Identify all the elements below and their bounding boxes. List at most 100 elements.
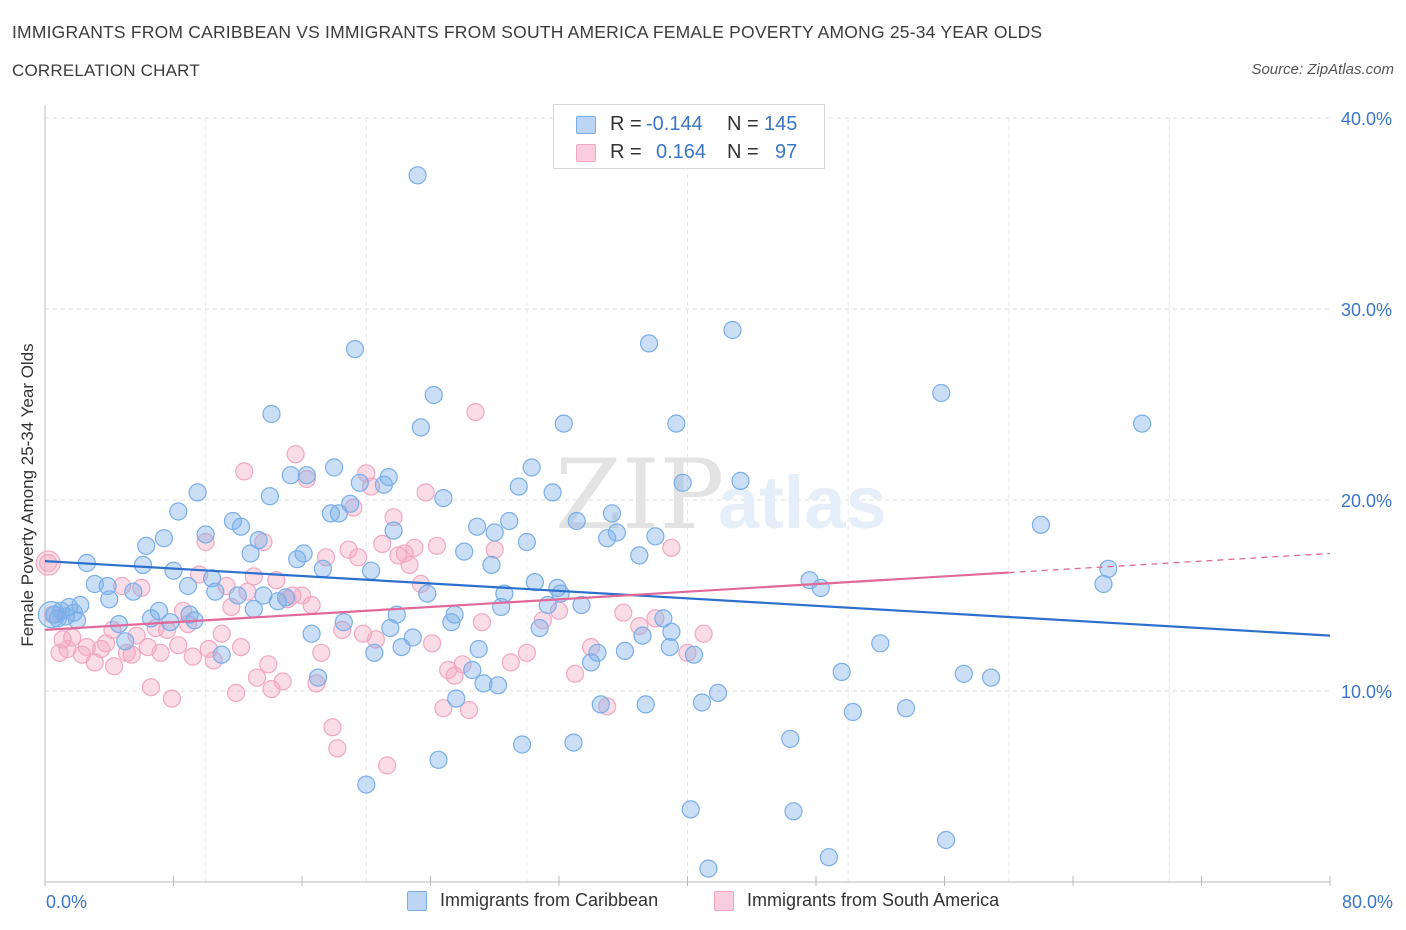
south-america-point (273, 672, 292, 691)
caribbean-point (180, 605, 199, 624)
caribbean-point (981, 668, 1001, 687)
caribbean-point (602, 504, 622, 523)
south-america-point (104, 657, 124, 676)
south-america-point (565, 664, 585, 683)
south-america-point (267, 571, 286, 590)
caribbean-point (228, 586, 247, 605)
caribbean-point (630, 546, 649, 565)
caribbean-point (567, 511, 586, 531)
caribbean-point (598, 529, 617, 548)
caribbean-point (325, 458, 344, 477)
caribbean-point (334, 613, 353, 632)
caribbean-point (98, 576, 117, 596)
caribbean-point (345, 340, 365, 359)
south-america-point (662, 538, 681, 557)
south-america-point (169, 636, 188, 655)
caribbean-point (607, 523, 626, 542)
south-america-point (328, 739, 347, 758)
caribbean-point (588, 643, 607, 662)
south-america-point (292, 586, 312, 605)
caribbean-point (474, 674, 493, 693)
caribbean-point (543, 483, 562, 502)
south-america-point (231, 637, 251, 657)
n-label: N = (727, 141, 759, 163)
caribbean-point (781, 729, 800, 748)
south-america-point (485, 540, 504, 559)
caribbean-point (133, 555, 153, 575)
caribbean-point (350, 473, 369, 492)
south-america-point (423, 634, 442, 653)
caribbean-point (249, 530, 268, 550)
south-america-point (453, 655, 472, 674)
caribbean-point (525, 572, 545, 592)
n-value-caribbean: 145 (764, 113, 798, 135)
caribbean-point (100, 590, 119, 609)
caribbean-point (116, 632, 135, 651)
caribbean-point (482, 555, 501, 575)
caribbean-point (551, 584, 570, 603)
caribbean-point (512, 735, 532, 754)
caribbean-point (188, 483, 207, 502)
caribbean-point (469, 639, 488, 659)
south-america-trend-line (44, 571, 1009, 631)
south-america-point (196, 532, 215, 552)
caribbean-point (313, 559, 332, 578)
caribbean-point (206, 582, 225, 601)
caribbean-legend-label: Immigrants from Caribbean (440, 890, 659, 910)
caribbean-point (357, 775, 376, 794)
caribbean-point (1094, 574, 1113, 594)
caribbean-point (488, 676, 508, 695)
caribbean-point (262, 404, 281, 424)
caribbean-point (71, 595, 90, 615)
caribbean-point (341, 494, 360, 513)
caribbean-point (1099, 559, 1118, 578)
caribbean-point (581, 653, 601, 672)
south-america-point (400, 555, 419, 575)
caribbean-point (660, 637, 679, 657)
south-america-point (517, 643, 537, 662)
caribbean-point (572, 595, 591, 615)
stats-legend: R = -0.144 N = 145 R = 0.164 N = 97 (553, 104, 825, 169)
south-america-point (92, 639, 111, 659)
caribbean-point (411, 418, 430, 437)
caribbean-point (932, 383, 951, 403)
caribbean-point (1132, 414, 1152, 433)
caribbean-point (260, 487, 279, 506)
caribbean-point (302, 624, 321, 643)
caribbean-point (684, 645, 704, 664)
caribbean-point (517, 532, 537, 552)
caribbean-point (731, 471, 750, 490)
caribbean-point (673, 473, 692, 492)
south-america-point (151, 643, 170, 662)
caribbean-point (59, 597, 79, 617)
y-tick-label: 20.0% (1341, 491, 1392, 511)
caribbean-point (784, 802, 803, 821)
caribbean-point (424, 385, 443, 405)
watermark-zip: ZIP (555, 439, 724, 551)
south-america-legend-swatch (714, 891, 734, 911)
caribbean-point (468, 517, 487, 536)
r-label: R = (610, 141, 642, 163)
south-america-point (333, 620, 352, 640)
south-america-point (349, 548, 368, 567)
caribbean-point (455, 542, 474, 561)
caribbean-point (124, 582, 143, 601)
south-america-point (378, 756, 397, 775)
south-america-point (35, 550, 61, 576)
caribbean-point (365, 643, 384, 662)
south-america-point (384, 508, 403, 527)
south-america-legend-label: Immigrants from South America (747, 890, 1000, 910)
caribbean-point (463, 660, 482, 680)
caribbean-point (149, 601, 169, 620)
caribbean-point (212, 645, 231, 664)
caribbean-point (843, 702, 863, 722)
caribbean-point (591, 695, 610, 714)
source-credit: Source: ZipAtlas.com (1251, 61, 1394, 78)
caribbean-point (636, 695, 655, 714)
south-america-point (63, 628, 82, 647)
y-tick-label: 40.0% (1341, 109, 1392, 129)
south-america-point (366, 630, 385, 649)
caribbean-point (646, 527, 665, 546)
south-america-point (434, 699, 453, 718)
